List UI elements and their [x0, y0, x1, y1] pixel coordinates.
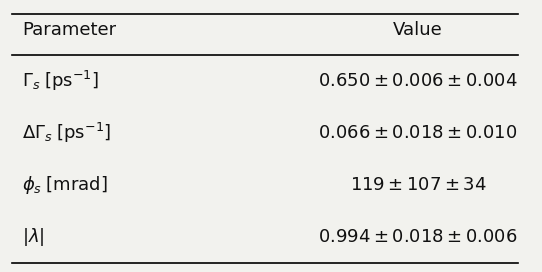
- Text: $\phi_s\;[\mathrm{mrad}]$: $\phi_s\;[\mathrm{mrad}]$: [22, 174, 108, 196]
- Text: $0.994 \pm 0.018 \pm 0.006$: $0.994 \pm 0.018 \pm 0.006$: [318, 228, 518, 246]
- Text: Value: Value: [393, 21, 443, 39]
- Text: $119 \pm 107 \pm 34$: $119 \pm 107 \pm 34$: [350, 176, 487, 194]
- Text: Parameter: Parameter: [22, 21, 117, 39]
- Text: $0.066 \pm 0.018 \pm 0.010$: $0.066 \pm 0.018 \pm 0.010$: [319, 124, 518, 142]
- Text: $0.650 \pm 0.006 \pm 0.004$: $0.650 \pm 0.006 \pm 0.004$: [318, 72, 518, 90]
- Text: $\Delta\Gamma_s\;[\mathrm{ps}^{-1}]$: $\Delta\Gamma_s\;[\mathrm{ps}^{-1}]$: [22, 121, 112, 145]
- Text: $\Gamma_s\;[\mathrm{ps}^{-1}]$: $\Gamma_s\;[\mathrm{ps}^{-1}]$: [22, 69, 99, 93]
- Text: $|\lambda|$: $|\lambda|$: [22, 225, 45, 248]
